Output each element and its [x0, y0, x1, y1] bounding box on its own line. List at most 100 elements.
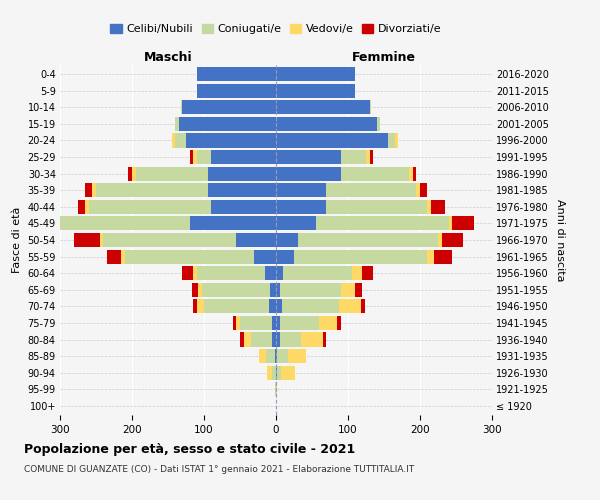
Bar [96, 183, 208, 198]
Bar [326, 183, 416, 198]
Text: Maschi: Maschi [143, 51, 193, 64]
Bar [107, 250, 121, 264]
Bar [78, 200, 85, 214]
Bar [276, 200, 326, 214]
Bar [276, 332, 280, 346]
Bar [276, 134, 388, 147]
Bar [427, 200, 431, 214]
Bar [366, 150, 370, 164]
Bar [266, 349, 275, 363]
Bar [276, 67, 355, 81]
Text: Femmine: Femmine [352, 51, 416, 64]
Bar [236, 233, 276, 247]
Bar [276, 183, 326, 198]
Bar [85, 183, 92, 198]
Bar [276, 349, 277, 363]
Bar [211, 150, 276, 164]
Bar [282, 300, 340, 314]
Bar [132, 166, 136, 180]
Bar [56, 216, 190, 230]
Bar [172, 134, 175, 147]
Bar [204, 300, 269, 314]
Bar [266, 366, 272, 380]
Bar [182, 100, 276, 114]
Bar [128, 166, 132, 180]
Bar [341, 166, 409, 180]
Y-axis label: Anni di nascita: Anni di nascita [554, 198, 565, 281]
Bar [197, 300, 204, 314]
Bar [121, 250, 125, 264]
Bar [236, 316, 240, 330]
Bar [197, 67, 276, 81]
Bar [449, 216, 452, 230]
Bar [240, 316, 272, 330]
Bar [277, 349, 288, 363]
Bar [182, 266, 193, 280]
Bar [340, 300, 361, 314]
Bar [280, 332, 301, 346]
Bar [272, 332, 276, 346]
Bar [276, 250, 294, 264]
Bar [92, 183, 96, 198]
Text: Popolazione per età, sesso e stato civile - 2021: Popolazione per età, sesso e stato civil… [24, 442, 355, 456]
Bar [323, 332, 326, 346]
Bar [352, 266, 362, 280]
Bar [197, 84, 276, 98]
Bar [269, 300, 276, 314]
Bar [276, 366, 277, 380]
Bar [413, 166, 416, 180]
Bar [276, 382, 277, 396]
Bar [434, 250, 452, 264]
Bar [193, 282, 198, 297]
Bar [208, 183, 276, 198]
Bar [276, 117, 377, 131]
Bar [85, 200, 89, 214]
Bar [276, 150, 341, 164]
Bar [233, 316, 236, 330]
Bar [326, 200, 427, 214]
Bar [175, 117, 179, 131]
Bar [276, 84, 355, 98]
Bar [281, 366, 295, 380]
Legend: Celibi/Nubili, Coniugati/e, Vedovi/e, Divorziati/e: Celibi/Nubili, Coniugati/e, Vedovi/e, Di… [106, 19, 446, 38]
Bar [361, 300, 365, 314]
Bar [395, 134, 398, 147]
Bar [211, 200, 276, 214]
Bar [276, 282, 280, 297]
Bar [276, 316, 280, 330]
Bar [283, 266, 352, 280]
Bar [259, 349, 266, 363]
Bar [370, 100, 371, 114]
Bar [251, 332, 272, 346]
Bar [193, 300, 197, 314]
Bar [197, 150, 211, 164]
Y-axis label: Fasce di età: Fasce di età [12, 207, 22, 273]
Bar [337, 316, 341, 330]
Bar [377, 117, 380, 131]
Bar [362, 266, 373, 280]
Bar [136, 166, 208, 180]
Bar [272, 316, 276, 330]
Bar [254, 250, 276, 264]
Bar [240, 332, 244, 346]
Bar [388, 134, 395, 147]
Bar [280, 282, 341, 297]
Bar [53, 216, 56, 230]
Bar [442, 233, 463, 247]
Text: COMUNE DI GUANZATE (CO) - Dati ISTAT 1° gennaio 2021 - Elaborazione TUTTITALIA.I: COMUNE DI GUANZATE (CO) - Dati ISTAT 1° … [24, 465, 414, 474]
Bar [100, 233, 103, 247]
Bar [275, 382, 276, 396]
Bar [319, 316, 337, 330]
Bar [277, 366, 281, 380]
Bar [208, 166, 276, 180]
Bar [202, 282, 270, 297]
Bar [272, 366, 276, 380]
Bar [276, 300, 282, 314]
Bar [197, 266, 265, 280]
Bar [193, 266, 197, 280]
Bar [190, 150, 193, 164]
Bar [427, 250, 434, 264]
Bar [28, 216, 53, 230]
Bar [175, 134, 186, 147]
Bar [341, 282, 355, 297]
